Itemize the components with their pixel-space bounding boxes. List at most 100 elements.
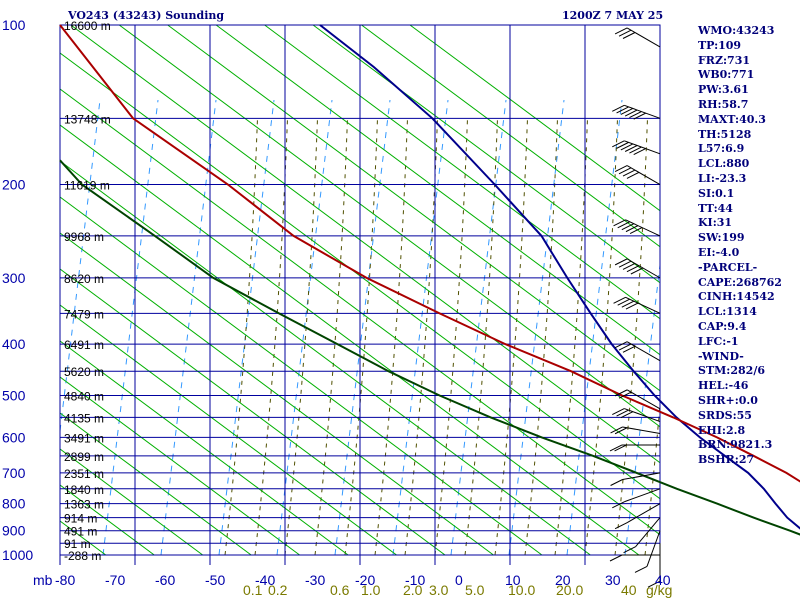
grid-lines: [59, 24, 661, 565]
wind-barb-flag: [629, 146, 642, 154]
moist-adiabat: [314, 118, 348, 556]
wind-barb: [614, 389, 661, 410]
dry-adiabat: [361, 24, 661, 248]
wind-barb-staff: [626, 165, 661, 185]
temperature-tick-label: -10: [405, 572, 425, 588]
moist-adiabat: [524, 118, 558, 556]
wind-barb-flag: [614, 341, 628, 349]
wind-barb: [634, 530, 661, 573]
wind-barb: [610, 426, 661, 435]
index-item: SI:0.1: [698, 186, 735, 200]
height-label: 7479 m: [64, 307, 104, 321]
wind-barb: [614, 503, 661, 530]
height-label: 2351 m: [64, 467, 104, 481]
mixing-ratio-label: 1.0: [361, 582, 381, 598]
index-item: FRZ:731: [698, 53, 751, 67]
mixing-ratio-label: 20.0: [556, 582, 583, 598]
wind-barb-staff: [625, 296, 661, 314]
mixing-ratio-label: 0.6: [330, 582, 350, 598]
chart-time: 1200Z 7 MAY 25: [562, 9, 664, 22]
mixing-ratio-label: 40: [621, 582, 637, 598]
wind-barb-staff: [635, 517, 661, 548]
isobar-label: 100: [2, 17, 26, 33]
height-label: 16600 m: [64, 19, 111, 33]
dry-adiabat: [312, 24, 661, 284]
height-label: 3491 m: [64, 431, 104, 445]
dry-adiabat: [59, 124, 640, 556]
temperature-tick-label: -30: [305, 572, 325, 588]
temperature-tick-label: 40: [655, 572, 671, 588]
index-item: CAP:9.4: [698, 319, 747, 333]
dry-adiabat: [118, 24, 661, 428]
dry-adiabat: [70, 24, 661, 464]
wind-barb-flag: [613, 296, 626, 304]
height-label: 8620 m: [64, 272, 104, 286]
wind-barb-flag: [620, 108, 634, 115]
wind-barb-staff: [626, 503, 661, 524]
mixing-ratio-label: 3.0: [429, 582, 449, 598]
mixing-ratio-label: 0.1: [243, 582, 263, 598]
moist-adiabat: [614, 118, 648, 556]
isobar-label: 800: [2, 496, 26, 512]
moist-adiabat: [254, 118, 288, 556]
wind-barb-staff: [626, 389, 661, 410]
indices-panel: WMO:43243 TP:109 FRZ:731 WB0:771 PW:3.61 RH:5…: [698, 24, 782, 468]
wind-barb-flag: [629, 227, 643, 235]
index-item: BRN:9821.3: [698, 438, 773, 452]
mixing-ratio-line: [508, 99, 565, 556]
height-label: 5620 m: [64, 365, 104, 379]
wind-barb: [612, 104, 661, 120]
temperature-tick-label: 30: [605, 572, 621, 588]
moist-adiabat: [554, 118, 588, 556]
dry-adiabat: [59, 268, 446, 556]
wind-barb: [614, 341, 661, 362]
dry-adiabat: [264, 24, 661, 320]
wind-barb-staff: [625, 219, 661, 237]
wind-barb-flag: [623, 546, 636, 554]
wind-barb-flag: [622, 345, 636, 353]
wind-barb-staff: [622, 472, 661, 480]
wind-barb-flag: [613, 219, 626, 227]
wind-barb-flag: [633, 148, 646, 156]
wind-barb: [613, 219, 661, 237]
dry-adiabat: [59, 448, 203, 556]
wind-barb-staff: [626, 258, 661, 279]
mixing-ratio-label: 10.0: [508, 582, 535, 598]
dry-adiabat: [59, 160, 591, 556]
plot-frame: [59, 24, 661, 556]
wind-barb-flag: [624, 109, 638, 117]
wind-barb-flag: [614, 389, 628, 397]
wind-barb-flag: [614, 427, 628, 435]
height-label: 91 m: [64, 537, 91, 551]
isobar-label: 400: [2, 336, 26, 352]
dry-adiabat: [59, 412, 252, 556]
wind-barb: [609, 444, 660, 452]
temperature-tick-label: 10: [505, 572, 521, 588]
dry-adiabat: [59, 304, 397, 556]
wind-barb-flag: [625, 225, 639, 233]
wind-barb-flag: [621, 223, 635, 231]
dry-adiabat: [59, 376, 300, 556]
isobar-label: 300: [2, 270, 26, 286]
height-label: 1363 m: [64, 498, 104, 512]
wind-barb-flag: [614, 27, 628, 35]
index-item: TH:5128: [698, 127, 752, 141]
temperature-tick-label: -70: [105, 572, 125, 588]
height-label: 2899 m: [64, 450, 104, 464]
index-item: LCL:880: [698, 157, 750, 171]
index-item: KI:31: [698, 216, 733, 230]
mixing-ratio-unit: g/kg: [646, 582, 672, 598]
parcel-curve: [59, 24, 800, 483]
wind-barb-flag: [634, 566, 648, 573]
wind-barb-flag: [614, 444, 627, 452]
index-item: BSHR:27: [698, 453, 755, 467]
isobar-label: 600: [2, 429, 26, 445]
height-label: 1840 m: [64, 483, 104, 497]
wind-barb-staff: [646, 530, 661, 567]
moist-adiabat: [224, 118, 258, 556]
temperature-tick-label: -60: [155, 572, 175, 588]
height-label: 4135 m: [64, 411, 104, 425]
wind-barb-flag: [612, 501, 625, 509]
wind-barb: [610, 472, 661, 486]
